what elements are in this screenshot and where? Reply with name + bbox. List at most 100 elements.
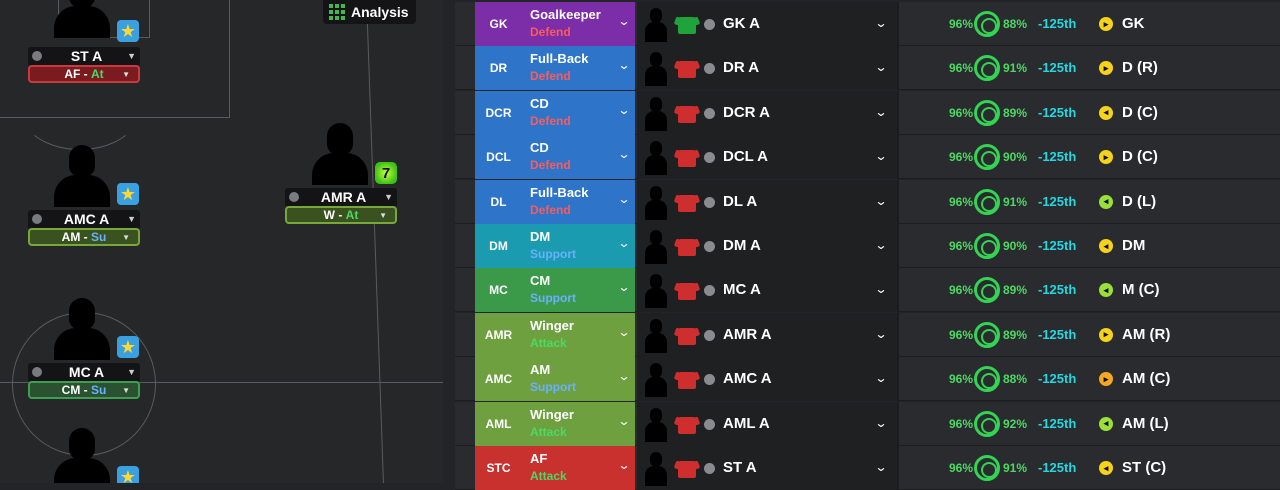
role-suitability-pct: 96% <box>949 239 974 253</box>
condition-ring-icon <box>974 366 1000 393</box>
person-icon <box>704 19 715 30</box>
chevron-down-icon[interactable]: ▼ <box>384 192 393 202</box>
direction-arrow-icon: ▸ <box>1099 372 1113 387</box>
table-row[interactable]: DM DM Support ⌄ DM A ⌄ 96% 90% -125th ◂ DM <box>455 224 1280 268</box>
role-duty-selector[interactable]: AM Support ⌄ <box>522 357 635 402</box>
table-row[interactable]: MC CM Support ⌄ MC A ⌄ 96% 89% -125th ◂ M (C) <box>455 268 1280 313</box>
role-code: CM <box>61 383 81 397</box>
position-code: STC <box>475 446 522 490</box>
chevron-down-icon[interactable]: ▼ <box>127 51 136 61</box>
player-name[interactable]: DCR A <box>723 103 770 121</box>
position-code: AML <box>475 401 522 446</box>
chevron-down-icon: ⌄ <box>617 102 631 117</box>
player-name: AMR A <box>320 189 367 205</box>
rank-value: -125th <box>1038 60 1077 76</box>
player-name[interactable]: DL A <box>723 192 758 210</box>
chevron-down-icon[interactable]: ▼ <box>127 367 136 377</box>
role-duty-selector[interactable]: AF Attack ⌄ <box>522 446 635 490</box>
role-duty-selector[interactable]: Winger Attack ⌄ <box>522 312 635 357</box>
table-row[interactable]: DR Full-Back Defend ⌄ DR A ⌄ 96% 91% -125th ▸ D (R… <box>455 46 1280 91</box>
player-silhouette <box>645 452 667 486</box>
chevron-down-icon: ▼ <box>122 385 130 395</box>
player-position: D (L) <box>1122 192 1157 210</box>
player-silhouette <box>645 141 667 176</box>
role-duty-selector[interactable]: CD Defend ⌄ <box>522 90 635 135</box>
player-card-st[interactable]: ST A ▼ AF - At ▼ <box>28 47 140 83</box>
role-selector[interactable]: W - At ▼ <box>285 206 397 224</box>
rank-value: -125th <box>1038 371 1077 387</box>
chevron-down-icon[interactable]: ⌄ <box>874 193 888 208</box>
chevron-down-icon[interactable]: ⌄ <box>874 415 888 430</box>
shirt-icon <box>678 416 696 434</box>
chevron-down-icon[interactable]: ⌄ <box>874 326 888 341</box>
chevron-down-icon[interactable]: ⌄ <box>874 238 888 252</box>
chevron-down-icon[interactable]: ⌄ <box>874 460 888 474</box>
star-icon: ★ <box>117 20 139 42</box>
condition-pct: 88% <box>1003 17 1028 31</box>
table-row[interactable]: DCR CD Defend ⌄ DCR A ⌄ 96% 89% -125th ◂ D (C) <box>455 90 1280 135</box>
role-name: AM <box>530 362 551 378</box>
player-name[interactable]: AML A <box>723 414 770 432</box>
table-row[interactable]: STC AF Attack ⌄ ST A ⌄ 96% 91% -125th ◂ ST (C) <box>455 446 1280 490</box>
role-name: Winger <box>530 317 574 333</box>
role-duty-selector[interactable]: CM Support ⌄ <box>522 268 635 313</box>
role-code: AM <box>61 230 81 244</box>
role-duty-selector[interactable]: Goalkeeper Defend ⌄ <box>522 2 635 46</box>
role-name: CM <box>530 273 551 289</box>
table-row[interactable]: AML Winger Attack ⌄ AML A ⌄ 96% 92% -125th ◂ AM (L… <box>455 401 1280 446</box>
shirt-icon <box>678 61 696 79</box>
role-selector[interactable]: AF - At ▼ <box>28 65 140 83</box>
player-card-amc[interactable]: AMC A ▼ AM - Su ▼ <box>28 210 140 246</box>
player-name: ST A <box>70 48 103 64</box>
chevron-down-icon[interactable]: ⌄ <box>874 16 888 30</box>
player-name[interactable]: AMC A <box>723 370 772 388</box>
table-row[interactable]: GK Goalkeeper Defend ⌄ GK A ⌄ 96% 88% -125th ▸ GK <box>455 2 1280 46</box>
direction-arrow-icon: ◂ <box>1099 416 1113 431</box>
role-name: Winger <box>530 406 574 422</box>
condition-ring-icon <box>974 11 1000 37</box>
player-name[interactable]: DCL A <box>723 148 768 166</box>
player-name[interactable]: DR A <box>723 59 760 77</box>
duty-code: Su <box>91 230 107 244</box>
player-name[interactable]: GK A <box>723 15 760 32</box>
chevron-down-icon[interactable]: ▼ <box>127 214 136 224</box>
player-card-mc[interactable]: MC A ▼ CM - Su ▼ <box>28 363 140 399</box>
rank-value: -125th <box>1038 415 1077 431</box>
chevron-down-icon[interactable]: ⌄ <box>874 60 888 75</box>
player-silhouette <box>645 274 667 309</box>
divider <box>897 446 899 490</box>
role-selector[interactable]: AM - Su ▼ <box>28 228 140 246</box>
analysis-button[interactable]: Analysis <box>323 0 416 24</box>
role-duty-selector[interactable]: Full-Back Defend ⌄ <box>522 179 635 224</box>
player-silhouette <box>52 145 112 207</box>
condition-ring-icon <box>974 144 1000 171</box>
player-position: AM (R) <box>1122 325 1171 343</box>
role-name: DM <box>530 229 551 244</box>
role-duty-selector[interactable]: DM Support ⌄ <box>522 224 635 268</box>
chevron-down-icon[interactable]: ⌄ <box>874 282 888 297</box>
divider <box>897 135 899 180</box>
player-name[interactable]: MC A <box>723 281 761 299</box>
shirt-icon <box>678 17 696 34</box>
condition-ring-icon <box>974 99 1000 126</box>
duty-label: Attack <box>530 335 567 350</box>
chevron-down-icon[interactable]: ⌄ <box>874 371 888 386</box>
rank-value: -125th <box>1038 238 1077 253</box>
chevron-down-icon[interactable]: ⌄ <box>874 104 888 119</box>
duty-label: Support <box>530 380 576 395</box>
table-row[interactable]: DCL CD Defend ⌄ DCL A ⌄ 96% 90% -125th ▸ D (C) <box>455 135 1280 180</box>
table-row[interactable]: AMR Winger Attack ⌄ AMR A ⌄ 96% 89% -125th ▸ AM (R… <box>455 312 1280 357</box>
player-name[interactable]: AMR A <box>723 325 772 343</box>
player-position: D (C) <box>1122 103 1158 121</box>
table-row[interactable]: AMC AM Support ⌄ AMC A ⌄ 96% 88% -125th ▸ AM (C) <box>455 357 1280 402</box>
person-icon <box>704 241 715 252</box>
player-name[interactable]: DM A <box>723 237 761 254</box>
chevron-down-icon[interactable]: ⌄ <box>874 149 888 164</box>
player-card-amr[interactable]: AMR A ▼ W - At ▼ <box>285 188 397 224</box>
role-duty-selector[interactable]: Full-Back Defend ⌄ <box>522 46 635 91</box>
table-row[interactable]: DL Full-Back Defend ⌄ DL A ⌄ 96% 91% -125th ◂ D (L… <box>455 179 1280 224</box>
role-selector[interactable]: CM - Su ▼ <box>28 381 140 399</box>
role-duty-selector[interactable]: Winger Attack ⌄ <box>522 401 635 446</box>
role-duty-selector[interactable]: CD Defend ⌄ <box>522 135 635 180</box>
player-name[interactable]: ST A <box>723 459 757 476</box>
